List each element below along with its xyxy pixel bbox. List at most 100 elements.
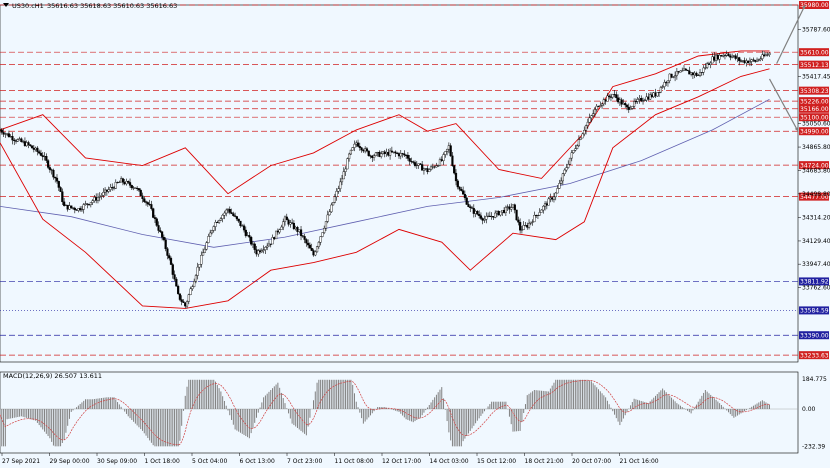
candle-body [303, 236, 306, 240]
candle-body [162, 237, 165, 240]
candle-body [627, 106, 630, 110]
candle-body [766, 54, 769, 56]
candle-body [168, 255, 171, 259]
symbol-label: US30.cH1 [12, 2, 44, 10]
candle-body [70, 205, 73, 208]
candle-body [693, 72, 696, 76]
candle-body [625, 104, 629, 108]
candle-body [114, 182, 117, 189]
candle-body [428, 169, 431, 173]
candle-body [551, 197, 554, 200]
candle-body [714, 54, 718, 61]
candle-body [132, 187, 135, 189]
candle-body [552, 196, 556, 200]
candle-body [246, 235, 249, 237]
candle-body [321, 232, 324, 237]
price-level-tag [799, 306, 829, 315]
candle-body [123, 182, 126, 185]
candle-body [103, 189, 107, 193]
candle-body [155, 218, 158, 226]
candle-body [397, 153, 401, 157]
candle-body [96, 197, 100, 201]
candle-body [148, 203, 151, 205]
price-tick-label: 35417.45 [802, 74, 830, 81]
candle-body [198, 264, 201, 268]
candle-body [289, 222, 292, 225]
candle-body [415, 164, 418, 166]
candle-body [372, 155, 376, 158]
price-levels-layer: 35980.00 35610.00 35512.13 35308.23 35226.00… [0, 1, 829, 359]
candle-body [583, 130, 586, 135]
candle-body [649, 94, 652, 100]
candle-body [677, 71, 680, 73]
bollinger-upper-band [0, 50, 770, 195]
candle-body [237, 218, 240, 222]
price-level-tag [799, 161, 829, 170]
candle-body [144, 201, 148, 203]
price-level-label: 34477.00 [800, 194, 829, 201]
candle-body [305, 239, 308, 244]
candle-body [66, 204, 69, 210]
bollinger-lower-band [0, 68, 770, 309]
dropdown-arrow-icon[interactable] [3, 3, 9, 7]
candle-body [121, 178, 125, 183]
candle-body [743, 60, 746, 64]
time-tick-label: 14 Oct 03:00 [430, 458, 469, 465]
candle-body [663, 82, 666, 87]
price-level-label: 35226.00 [800, 98, 829, 105]
candle-body [48, 167, 51, 170]
candle-body [725, 53, 728, 56]
price-tick-label: 34865.80 [802, 144, 830, 151]
candle-body [688, 70, 691, 75]
candle-body [180, 299, 183, 302]
candle-body [522, 225, 525, 230]
candle-body [511, 204, 515, 208]
candle-body [611, 94, 614, 98]
candle-body [125, 181, 128, 185]
candle-body [102, 192, 105, 196]
candle-body [424, 168, 427, 170]
candle-body [465, 197, 468, 205]
candle-body [700, 71, 703, 73]
candle-body [95, 197, 98, 201]
candle-body [11, 136, 14, 141]
candle-body [394, 151, 397, 154]
candle-body [371, 155, 374, 158]
candle-body [592, 113, 595, 116]
candle-body [399, 153, 402, 157]
price-panel-frame [0, 4, 799, 363]
forecast-arrow [776, 4, 806, 64]
candle-body [283, 216, 287, 222]
candle-body [203, 248, 206, 253]
forecast-arrow-head [794, 127, 798, 132]
candle-body [470, 207, 474, 209]
candle-body [768, 53, 771, 55]
candle-body [273, 237, 276, 240]
candle-body [109, 187, 112, 190]
candle-body [720, 55, 723, 57]
price-level-tag [799, 104, 829, 113]
candle-body [554, 192, 557, 198]
price-level-label: 33811.92 [800, 279, 829, 286]
candle-body [287, 219, 290, 225]
candle-body [378, 151, 381, 157]
candle-body [542, 205, 545, 211]
candle-body [18, 138, 21, 140]
candle-body [212, 226, 215, 231]
candle-body [285, 216, 288, 221]
candle-body [702, 67, 705, 73]
candle-body [30, 145, 34, 149]
price-level-tag [799, 97, 829, 106]
candle-body [27, 142, 30, 145]
candle-body [570, 152, 573, 159]
candle-body [342, 171, 345, 180]
candle-body [533, 215, 536, 223]
candle-body [561, 173, 564, 182]
candle-body [38, 151, 41, 154]
candle-body [118, 181, 121, 183]
candle-body [492, 216, 495, 218]
candle-body [185, 301, 189, 307]
macd-panel: 184.775 0.00 -232.39 [0, 376, 827, 451]
candle-body [463, 194, 467, 199]
candle-body [150, 204, 153, 209]
